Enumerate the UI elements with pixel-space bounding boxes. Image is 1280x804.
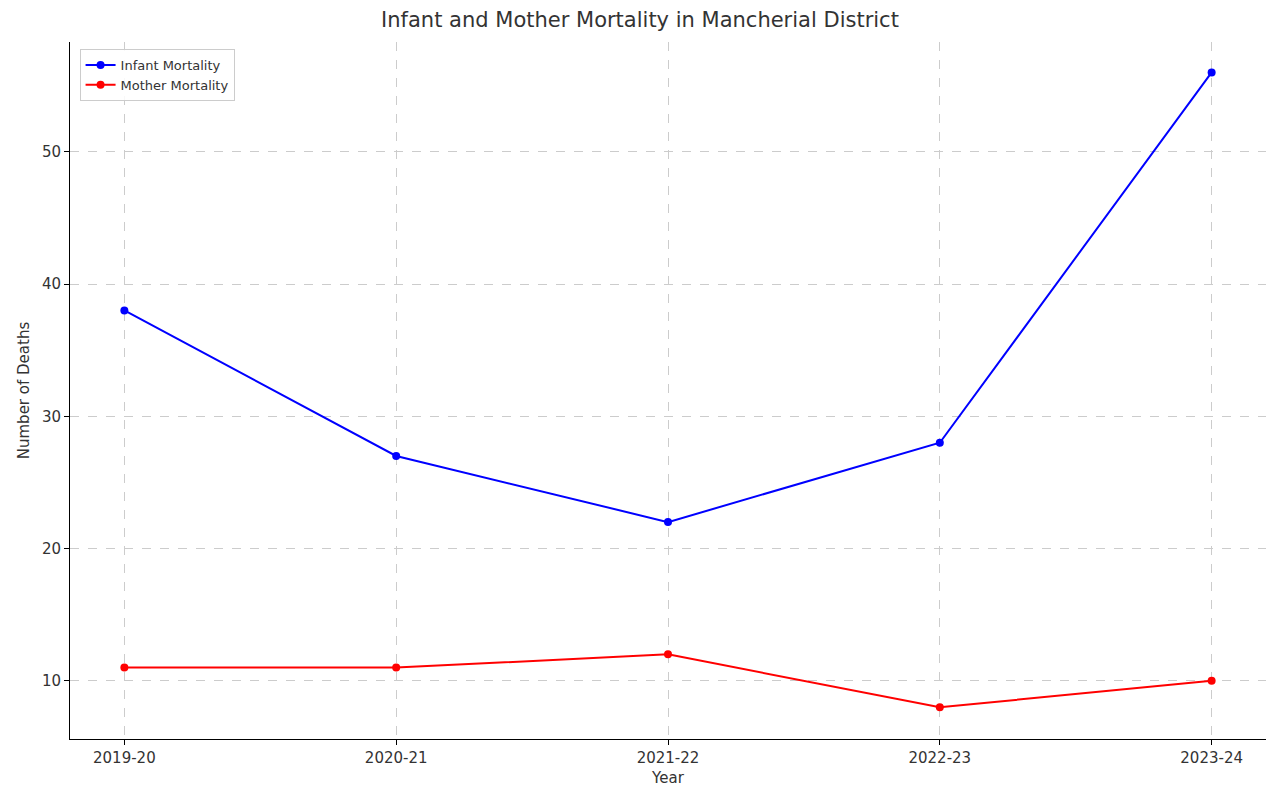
svg-text:50: 50	[42, 143, 61, 161]
svg-text:2019-20: 2019-20	[93, 749, 156, 767]
svg-text:Mother Mortality: Mother Mortality	[121, 78, 229, 93]
svg-text:40: 40	[42, 275, 61, 293]
svg-text:2022-23: 2022-23	[908, 749, 971, 767]
svg-text:Number of Deaths: Number of Deaths	[15, 322, 33, 460]
svg-text:Year: Year	[651, 769, 685, 787]
svg-text:Infant Mortality: Infant Mortality	[121, 58, 221, 73]
svg-text:2023-24: 2023-24	[1180, 749, 1243, 767]
svg-text:2021-22: 2021-22	[637, 749, 700, 767]
svg-text:30: 30	[42, 408, 61, 426]
svg-text:20: 20	[42, 540, 61, 558]
svg-text:Infant and Mother Mortality in: Infant and Mother Mortality in Mancheria…	[381, 8, 899, 32]
svg-text:10: 10	[42, 672, 61, 690]
svg-text:2020-21: 2020-21	[365, 749, 428, 767]
